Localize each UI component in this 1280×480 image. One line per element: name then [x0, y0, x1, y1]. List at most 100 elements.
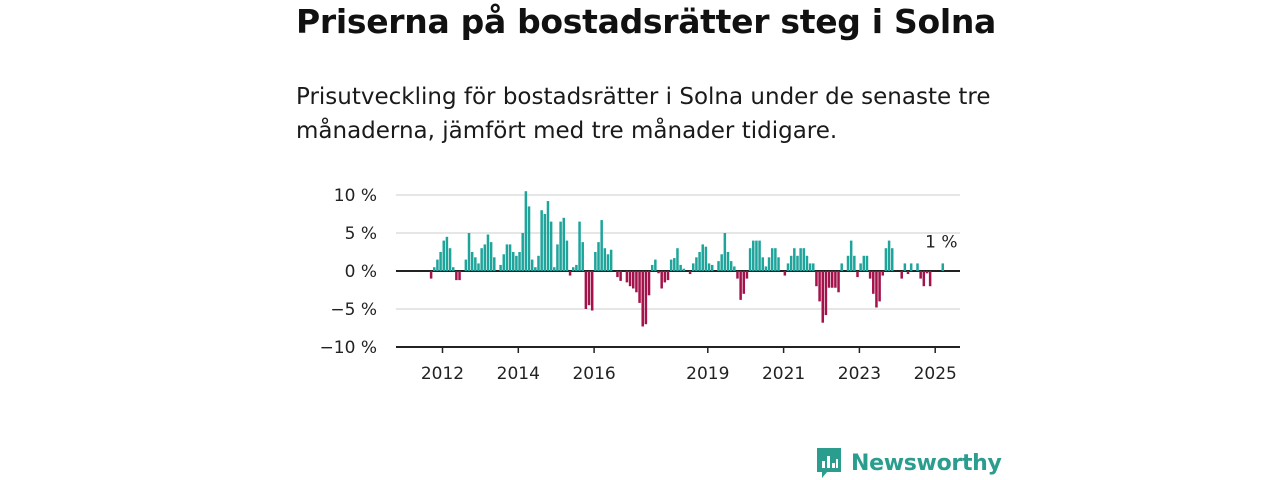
bar: [530, 259, 534, 271]
last-value-label: 1 %: [925, 232, 957, 252]
y-tick-label: 10 %: [334, 186, 377, 206]
bar: [859, 263, 862, 271]
bar: [701, 244, 704, 271]
bar: [660, 271, 663, 289]
bar: [799, 248, 802, 271]
bar: [745, 271, 749, 279]
bar: [827, 271, 831, 288]
bar: [818, 271, 821, 302]
x-tick-label: 2021: [762, 364, 805, 384]
bar: [628, 271, 632, 287]
bar: [710, 264, 714, 271]
bar: [635, 271, 638, 293]
bar: [922, 271, 926, 287]
bar: [830, 271, 834, 288]
bar: [812, 263, 815, 271]
bar: [603, 248, 607, 271]
bar: [590, 271, 594, 311]
x-tick-label: 2025: [914, 364, 957, 384]
x-axis-ticks: 2012 2014 2016 2019 2021 2023 2025: [421, 347, 957, 384]
bar-chart-speech-bubble-icon: [817, 448, 841, 478]
bar: [609, 249, 613, 271]
bar: [900, 271, 903, 279]
bar: [739, 271, 742, 300]
bar: [862, 255, 866, 271]
bar: [467, 233, 471, 271]
bar: [571, 267, 575, 271]
bar: [505, 244, 509, 271]
bar: [770, 248, 774, 271]
bar: [527, 206, 531, 271]
bar: [455, 271, 458, 281]
bar: [720, 254, 723, 271]
bar: [647, 271, 651, 296]
chart-title: Priserna på bostadsrätter steg i Solna: [296, 2, 997, 41]
bar: [594, 252, 597, 271]
bar: [736, 271, 739, 279]
bar: [436, 259, 439, 271]
bar: [906, 271, 910, 275]
bar: [641, 271, 644, 327]
bar: [568, 271, 572, 276]
bar: [511, 252, 515, 271]
bar: [777, 257, 780, 271]
bar: [783, 271, 787, 276]
bar: [673, 258, 676, 271]
bar: [429, 271, 433, 279]
bar: [909, 263, 913, 271]
bar: [499, 264, 502, 271]
bar: [789, 255, 793, 271]
bar: [537, 255, 540, 271]
bar: [489, 242, 493, 271]
bar: [846, 255, 850, 271]
chart-subtitle: Prisutveckling för bostadsrätter i Solna…: [296, 84, 991, 144]
x-tick-label: 2019: [686, 364, 729, 384]
bar: [597, 242, 600, 271]
bar: [796, 255, 799, 271]
bar: [474, 257, 477, 271]
bar: [448, 248, 452, 271]
bar: [445, 236, 449, 271]
y-axis-ticks: 10 % 5 % 0 % −5 % −10 %: [320, 186, 377, 358]
bar: [868, 271, 872, 279]
bar: [549, 221, 553, 271]
bar: [676, 248, 679, 271]
bar: [654, 259, 657, 271]
bar: [433, 267, 436, 271]
bar: [887, 240, 891, 271]
bar: [483, 244, 487, 271]
bar: [758, 240, 761, 271]
bar: [650, 264, 654, 271]
bar: [470, 252, 474, 271]
bar: [752, 240, 755, 271]
bar: [559, 221, 562, 271]
bar: [632, 271, 635, 289]
bar: [764, 266, 768, 271]
bar: [553, 267, 556, 271]
bar: [657, 271, 660, 274]
bar: [480, 248, 483, 271]
bar: [688, 271, 692, 275]
bar: [666, 271, 670, 281]
bar: [840, 263, 843, 271]
bar: [451, 267, 455, 271]
bar: [707, 263, 711, 271]
bar: [774, 248, 777, 271]
bar: [638, 271, 641, 303]
y-tick-label: 5 %: [345, 224, 377, 244]
bar: [679, 264, 682, 271]
bar: [540, 210, 543, 271]
bar: [663, 271, 667, 283]
bar: [856, 271, 859, 278]
bar: [890, 248, 894, 271]
bar: [578, 221, 581, 271]
x-tick-label: 2016: [572, 364, 615, 384]
bar: [442, 240, 445, 271]
bar: [793, 248, 796, 271]
bar: [486, 234, 490, 271]
bar: [872, 271, 875, 294]
bar: [919, 271, 922, 279]
bars: [429, 191, 945, 327]
bar: [723, 233, 727, 271]
brand-name: Newsworthy: [851, 450, 1002, 476]
